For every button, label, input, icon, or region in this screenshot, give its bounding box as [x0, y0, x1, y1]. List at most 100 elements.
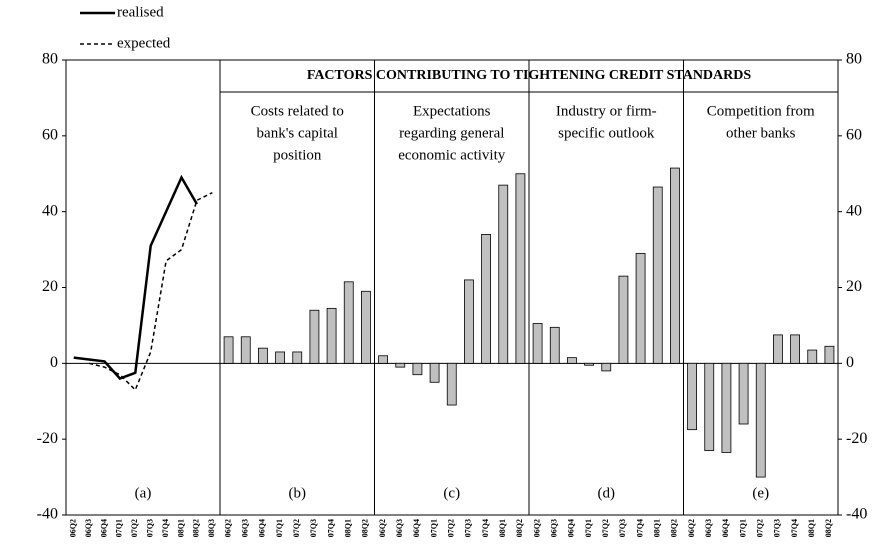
x-tick-label: 07Q2	[601, 519, 610, 537]
x-tick-label: 07Q2	[292, 519, 301, 537]
bar	[464, 279, 474, 364]
x-tick-label: 07Q1	[584, 519, 593, 537]
y2-tick-label: 0	[846, 354, 854, 371]
bar	[584, 362, 594, 366]
x-tick-label: 07Q1	[275, 519, 284, 537]
x-tick-label: 06Q2	[69, 519, 78, 537]
bar	[326, 307, 337, 364]
y2-tick-label: -20	[846, 430, 867, 447]
y-tick-label: 40	[42, 202, 58, 219]
x-tick-label: 08Q3	[207, 519, 216, 537]
legend-label: expected	[117, 35, 171, 51]
bar	[549, 326, 560, 364]
x-tick-label: 06Q2	[532, 519, 541, 537]
series-line	[73, 174, 198, 380]
bar	[738, 362, 749, 425]
panel-title: bank's capital	[257, 125, 338, 141]
y-tick-label: 20	[42, 278, 58, 295]
x-tick-label: 06Q3	[395, 519, 404, 537]
x-tick-label: 06Q4	[99, 519, 108, 537]
bar	[790, 334, 800, 364]
x-tick-label: 08Q1	[344, 519, 353, 537]
x-tick-label: 07Q2	[756, 519, 765, 537]
bar	[481, 234, 491, 364]
x-tick-label: 07Q4	[790, 519, 799, 537]
bar	[824, 345, 835, 364]
bar	[567, 357, 577, 364]
x-tick-label: 06Q3	[241, 519, 250, 537]
x-tick-label: 06Q4	[721, 519, 730, 537]
bar	[601, 362, 612, 372]
panel-label: (c)	[443, 485, 460, 501]
x-tick-label: 07Q3	[618, 519, 627, 537]
bar	[275, 351, 285, 364]
bar	[240, 336, 251, 364]
x-tick-label: 07Q3	[146, 519, 155, 537]
x-tick-label: 07Q2	[447, 519, 456, 537]
bar	[446, 362, 457, 406]
bar	[687, 362, 697, 431]
x-tick-label: 07Q3	[464, 519, 473, 537]
bar	[652, 186, 663, 364]
y-tick-label: 80	[42, 51, 58, 68]
x-tick-label: 08Q2	[361, 519, 370, 537]
y2-tick-label: 80	[846, 51, 862, 68]
y-tick-label: 0	[50, 354, 58, 371]
x-tick-label: 07Q4	[326, 519, 335, 537]
panel-title: Competition from	[707, 103, 815, 119]
x-tick-label: 07Q4	[161, 519, 170, 537]
x-tick-label: 06Q4	[567, 519, 576, 537]
y-tick-label: -20	[37, 430, 58, 447]
bar	[378, 355, 388, 364]
panel-label: (b)	[289, 485, 307, 501]
x-tick-label: 08Q1	[498, 519, 507, 537]
x-tick-label: 07Q3	[309, 519, 318, 537]
x-tick-label: 06Q3	[704, 519, 713, 537]
x-tick-label: 08Q2	[670, 519, 679, 537]
bar	[292, 351, 303, 364]
y2-tick-label: 60	[846, 127, 862, 144]
bar	[670, 167, 680, 364]
panel-title: Industry or firm-	[556, 103, 657, 119]
bar	[755, 362, 766, 478]
x-tick-label: 06Q3	[550, 519, 559, 537]
bar	[258, 347, 268, 364]
y-tick-label: 60	[42, 127, 58, 144]
x-tick-label: 08Q1	[176, 519, 185, 537]
bar	[807, 349, 818, 364]
x-tick-label: 06Q4	[258, 519, 267, 537]
panel-title: other banks	[726, 125, 796, 141]
x-tick-label: 07Q4	[635, 519, 644, 537]
bar	[343, 281, 354, 364]
x-tick-label: 08Q1	[653, 519, 662, 537]
x-tick-label: 07Q2	[130, 519, 139, 537]
y-tick-label: -40	[37, 506, 58, 523]
x-tick-label: 07Q4	[481, 519, 490, 537]
x-tick-label: 08Q1	[807, 519, 816, 537]
x-tick-label: 06Q2	[687, 519, 696, 537]
panel-title: specific outlook	[558, 125, 655, 141]
series-line	[88, 192, 213, 392]
x-tick-label: 06Q2	[223, 519, 232, 537]
x-tick-label: 07Q1	[738, 519, 747, 537]
legend-label: realised	[117, 4, 164, 20]
x-tick-label: 06Q2	[378, 519, 387, 537]
bar	[498, 184, 509, 364]
bar	[515, 173, 526, 364]
panel-title: regarding general	[399, 125, 504, 141]
bar	[429, 362, 440, 383]
x-tick-label: 08Q2	[824, 519, 833, 537]
x-tick-label: 08Q2	[192, 519, 201, 537]
y2-tick-label: -40	[846, 506, 867, 523]
x-tick-label: 08Q2	[515, 519, 524, 537]
bar	[704, 362, 715, 451]
bar	[532, 323, 543, 364]
bar	[618, 275, 629, 364]
y2-tick-label: 40	[846, 202, 862, 219]
x-tick-label: 06Q3	[84, 519, 93, 537]
panel-title: Costs related to	[251, 103, 344, 119]
bar	[773, 334, 783, 364]
y2-tick-label: 20	[846, 278, 862, 295]
